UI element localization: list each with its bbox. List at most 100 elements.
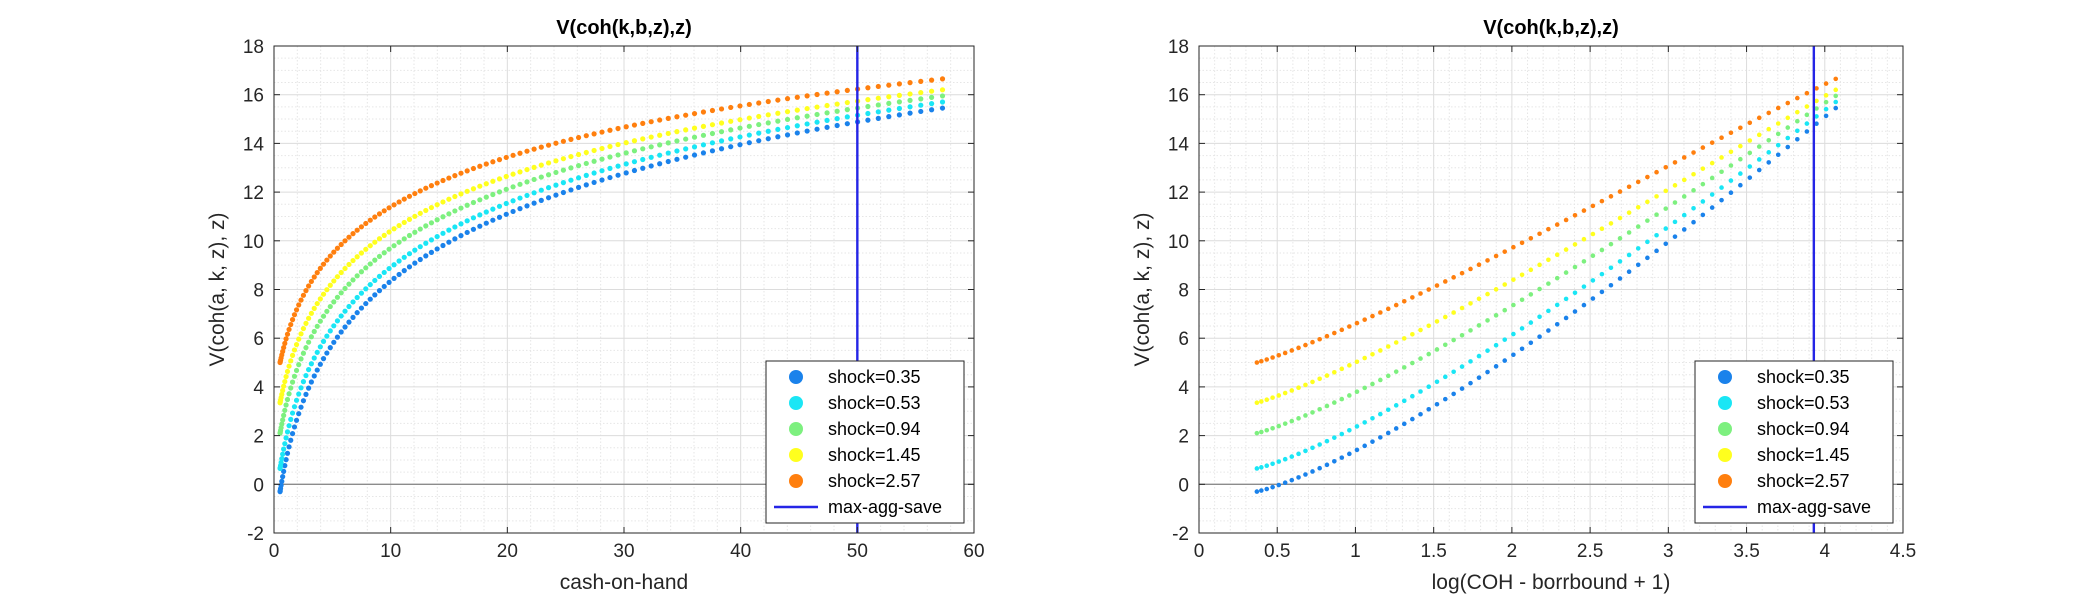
data-point [428,249,435,255]
data-point [939,99,946,105]
data-point [631,122,638,128]
data-point [691,152,698,158]
data-point [280,348,286,355]
legend-label: max-agg-save [1757,497,1871,517]
data-point [284,429,291,435]
x-tick-label: 0 [269,541,280,562]
data-point [363,246,369,252]
data-point [1459,386,1465,391]
data-point [1378,377,1383,383]
data-point [875,95,881,101]
data-point [709,122,716,128]
data-point [1599,271,1605,277]
data-point [834,108,840,114]
data-point [583,182,589,188]
data-point [327,328,333,334]
data-point [865,117,871,123]
data-point [1728,163,1734,168]
data-point [334,318,341,324]
data-point [1259,465,1264,470]
data-point [1528,292,1534,297]
legend-entry: max-agg-save [774,497,942,517]
data-point [1663,188,1669,194]
data-point [423,207,429,214]
data-point [291,404,298,410]
data-point [896,81,902,87]
data-point [376,253,383,260]
data-point [314,300,320,307]
data-point [1332,458,1337,464]
data-point [631,148,638,154]
data-point [591,158,597,164]
data-point [470,226,477,232]
data-point [396,222,402,229]
data-point [665,115,671,121]
data-point [358,250,365,256]
data-point [1347,427,1352,433]
x-tick-label: 0.5 [1264,541,1290,562]
data-point [524,179,530,185]
data-point [1264,397,1270,402]
series-shock=0.35 [1254,105,1839,494]
data-point [483,181,489,187]
data-point [1362,355,1367,361]
y-tick-label: 4 [1178,378,1189,399]
data-point [1511,244,1516,250]
data-point [446,196,452,202]
data-point [317,361,323,367]
data-point [640,156,646,163]
data-point [1747,120,1753,126]
data-point [531,176,537,183]
data-point [1663,165,1669,170]
data-point [683,136,689,142]
data-point [503,154,509,161]
data-point [367,261,373,267]
data-point [1766,110,1772,116]
legend-entry: shock=0.53 [789,393,921,413]
data-point [1332,400,1337,405]
data-point [765,120,771,126]
data-point [298,385,304,391]
data-point [334,334,341,340]
data-point [284,368,291,375]
data-point [1519,297,1525,303]
data-point [1719,169,1724,175]
data-point [648,119,654,125]
legend-label: max-agg-save [828,497,942,517]
data-point [1254,466,1260,471]
data-point [615,172,621,178]
data-point [324,257,330,263]
data-point [665,150,671,156]
data-point [1833,93,1839,99]
data-point [691,134,698,140]
data-point [591,170,597,176]
data-point [631,159,638,165]
data-point [1823,113,1829,119]
data-point [844,107,850,113]
data-point [1378,411,1383,417]
data-point [363,300,369,307]
legend-label: shock=2.57 [828,471,921,491]
data-point [700,142,707,148]
data-point [1289,418,1295,424]
data-point [1370,439,1375,444]
data-point [1554,222,1560,227]
data-point [918,89,924,96]
data-point [1672,234,1678,239]
data-point [1691,205,1696,211]
data-point [568,165,574,171]
data-point [1519,346,1525,352]
y-tick-label: 4 [253,378,264,399]
data-point [298,331,304,337]
data-point [709,130,716,137]
data-point [1590,296,1596,301]
data-point [1370,313,1375,319]
data-point [342,308,348,314]
data-point [896,99,902,105]
data-point [1833,76,1839,82]
data-point [640,165,646,171]
data-point [1310,445,1315,451]
data-point [1259,399,1264,404]
data-point [391,226,397,232]
data-point [412,213,418,219]
